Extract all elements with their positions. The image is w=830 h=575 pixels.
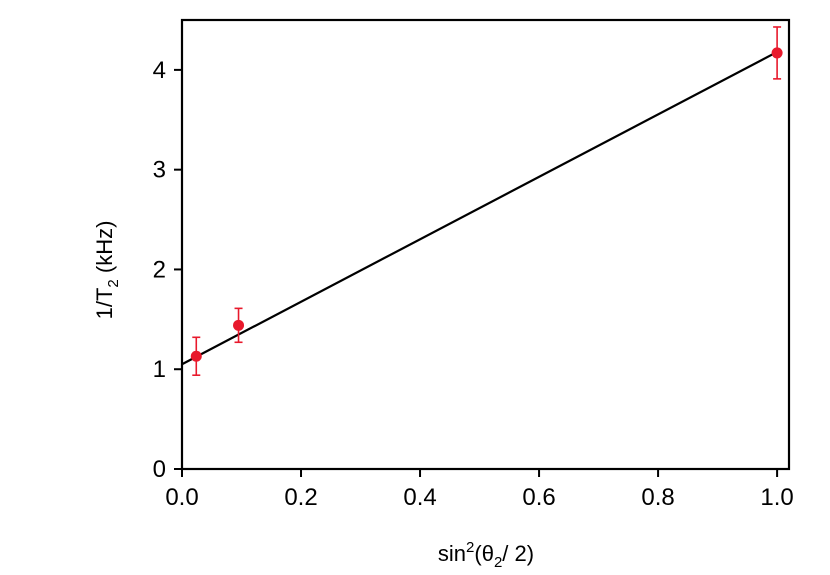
y-tick-label: 4 <box>153 57 166 84</box>
x-tick-label: 0.8 <box>641 484 674 511</box>
y-axis-label: 1/T2 (kHz) <box>92 221 122 320</box>
data-marker <box>233 319 245 331</box>
x-axis-label: sin2(θ2/ 2) <box>438 539 534 571</box>
data-point-2 <box>233 307 245 344</box>
x-tick-label: 0.0 <box>165 484 198 511</box>
x-tick-label: 0.4 <box>403 484 436 511</box>
data-marker <box>771 47 783 59</box>
data-point-1 <box>190 336 202 377</box>
x-tick-label: 1.0 <box>760 484 793 511</box>
x-tick-label: 0.6 <box>522 484 555 511</box>
data-point-3 <box>771 26 783 80</box>
plot-area <box>180 18 791 471</box>
data-marker <box>190 350 202 362</box>
x-tick-label: 0.2 <box>284 484 317 511</box>
y-tick-label: 1 <box>153 356 166 383</box>
fit-line <box>181 50 778 366</box>
y-tick-label: 2 <box>153 256 166 283</box>
axis-ticks: 0.0 0.2 0.4 0.6 0.8 1.0 0 1 2 3 4 <box>153 57 794 511</box>
y-tick-label: 0 <box>153 456 166 483</box>
y-tick-label: 3 <box>153 157 166 184</box>
axes-frame <box>180 18 791 471</box>
